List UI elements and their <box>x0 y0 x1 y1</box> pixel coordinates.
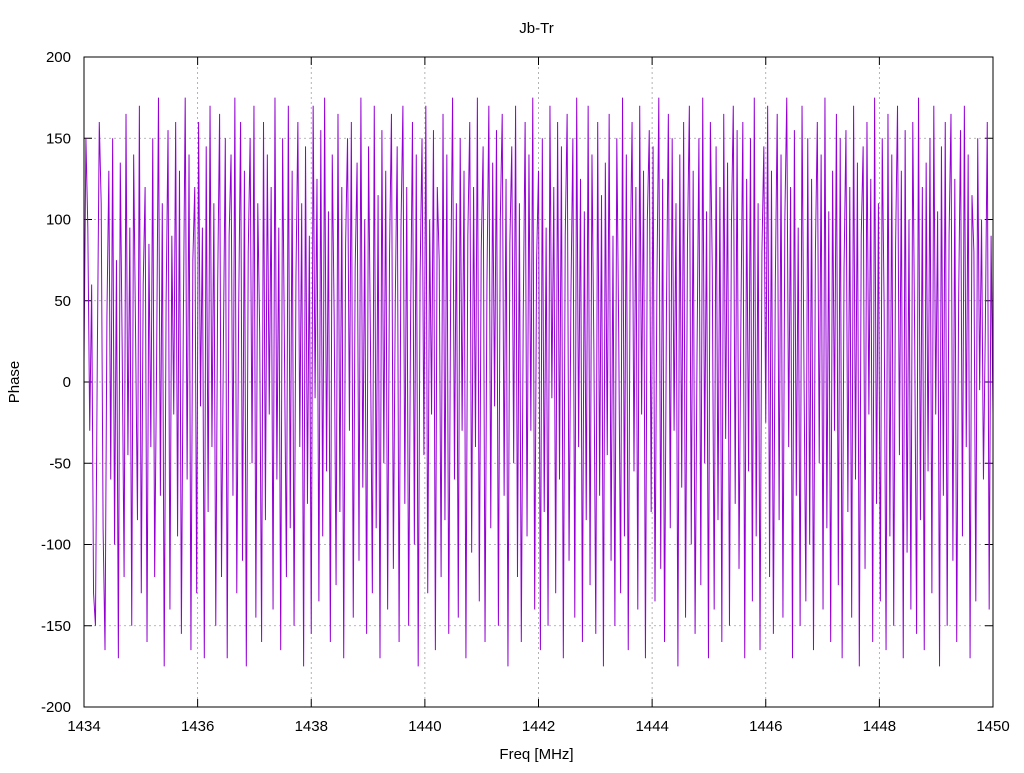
y-tick-label: 200 <box>46 49 71 66</box>
chart-title: Jb-Tr <box>519 20 553 37</box>
y-tick-label: 150 <box>46 130 71 147</box>
x-tick-label: 1450 <box>976 718 1009 735</box>
x-tick-label: 1434 <box>67 718 100 735</box>
x-tick-label: 1436 <box>181 718 214 735</box>
ticks: 1434 1436 1438 1440 1442 1444 1446 1448 1450 -200… <box>41 49 1010 735</box>
x-tick-label: 1442 <box>522 718 555 735</box>
x-tick-label: 1444 <box>635 718 668 735</box>
y-tick-label: -50 <box>49 455 71 472</box>
x-axis-label: Freq [MHz] <box>499 746 573 763</box>
y-tick-label: 100 <box>46 212 71 229</box>
y-axis-label: Phase <box>6 361 23 404</box>
phase-series-line <box>83 97 994 667</box>
x-tick-label: 1438 <box>295 718 328 735</box>
y-tick-label: -150 <box>41 618 71 635</box>
plot-frame <box>83 56 994 708</box>
x-tick-label: 1446 <box>749 718 782 735</box>
y-tick-label: 0 <box>63 374 71 391</box>
x-tick-label: 1448 <box>863 718 896 735</box>
y-tick-label: 50 <box>54 293 71 310</box>
y-tick-label: -100 <box>41 537 71 554</box>
x-tick-label: 1440 <box>408 718 441 735</box>
y-tick-label: -200 <box>41 699 71 716</box>
series-layer <box>83 97 994 667</box>
